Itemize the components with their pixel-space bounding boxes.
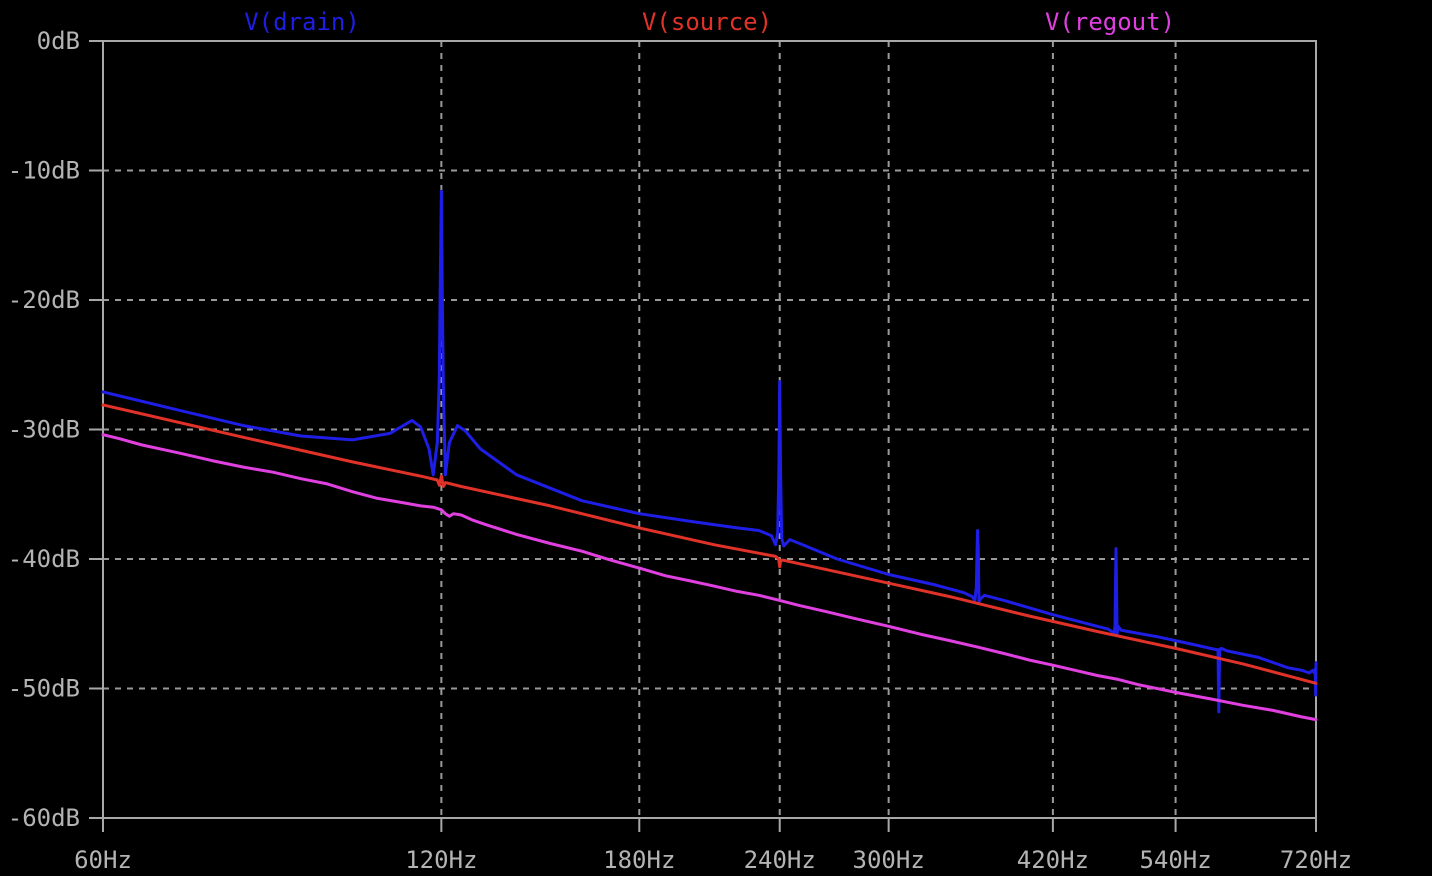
x-tick-label: 180Hz bbox=[603, 846, 675, 874]
x-tick-label: 60Hz bbox=[74, 846, 132, 874]
x-tick-label: 540Hz bbox=[1139, 846, 1211, 874]
y-tick-label: -10dB bbox=[8, 157, 80, 185]
x-tick-label: 420Hz bbox=[1017, 846, 1089, 874]
y-axis-labels: 0dB -10dB -20dB -30dB -40dB -50dB -60dB bbox=[8, 27, 80, 832]
y-tick-label: -40dB bbox=[8, 545, 80, 573]
legend-v-drain: V(drain) bbox=[244, 8, 360, 36]
legend-v-regout: V(regout) bbox=[1045, 8, 1175, 36]
x-axis-labels: 60Hz 120Hz 180Hz 240Hz 300Hz 420Hz 540Hz 720Hz bbox=[74, 846, 1352, 874]
y-tick-label: -60dB bbox=[8, 804, 80, 832]
trace-v-source bbox=[101, 403, 1318, 685]
legend: V(drain) V(source) V(regout) bbox=[244, 8, 1175, 36]
y-tick-label: -20dB bbox=[8, 286, 80, 314]
x-tick-label: 300Hz bbox=[853, 846, 925, 874]
y-tick-label: 0dB bbox=[37, 27, 80, 55]
legend-v-source: V(source) bbox=[642, 8, 772, 36]
trace-v-drain bbox=[101, 189, 1318, 714]
y-tick-label: -50dB bbox=[8, 675, 80, 703]
x-tick-label: 720Hz bbox=[1280, 846, 1352, 874]
traces bbox=[101, 189, 1318, 722]
x-tick-label: 240Hz bbox=[744, 846, 816, 874]
y-tick-label: -30dB bbox=[8, 416, 80, 444]
x-tick-label: 120Hz bbox=[405, 846, 477, 874]
axis-ticks bbox=[89, 40, 1317, 832]
trace-v-regout bbox=[101, 433, 1318, 722]
